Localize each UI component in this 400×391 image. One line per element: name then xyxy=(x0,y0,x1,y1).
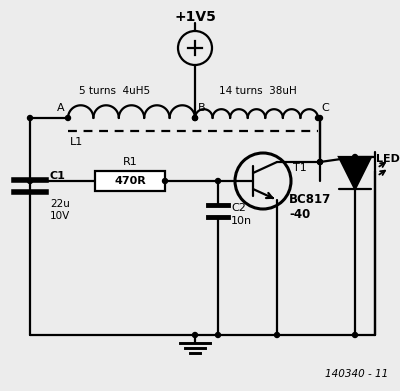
Polygon shape xyxy=(339,157,371,189)
Text: 5 turns  4uH5: 5 turns 4uH5 xyxy=(80,86,150,96)
Text: T1: T1 xyxy=(293,163,307,173)
Circle shape xyxy=(216,332,220,337)
Text: 470R: 470R xyxy=(114,176,146,186)
Text: R1: R1 xyxy=(123,157,137,167)
Text: C: C xyxy=(321,103,329,113)
Circle shape xyxy=(318,160,322,165)
Circle shape xyxy=(66,115,70,120)
Circle shape xyxy=(318,115,322,120)
Circle shape xyxy=(192,115,198,120)
Text: C2: C2 xyxy=(231,203,246,213)
Circle shape xyxy=(318,160,322,165)
Circle shape xyxy=(192,115,198,120)
Text: L1: L1 xyxy=(70,137,83,147)
Circle shape xyxy=(352,154,358,160)
Text: +1V5: +1V5 xyxy=(174,10,216,24)
Circle shape xyxy=(28,115,32,120)
Text: 14 turns  38uH: 14 turns 38uH xyxy=(219,86,297,96)
Circle shape xyxy=(316,115,320,120)
Circle shape xyxy=(274,332,280,337)
Text: 22u
10V: 22u 10V xyxy=(50,199,70,221)
Circle shape xyxy=(162,179,168,183)
Circle shape xyxy=(192,332,198,337)
Text: 10n: 10n xyxy=(231,216,252,226)
Text: A: A xyxy=(57,103,65,113)
Text: BC817
-40: BC817 -40 xyxy=(289,193,331,221)
Text: B: B xyxy=(198,103,206,113)
Circle shape xyxy=(28,179,32,183)
Circle shape xyxy=(216,179,220,183)
Circle shape xyxy=(352,332,358,337)
Text: C1: C1 xyxy=(50,171,66,181)
Bar xyxy=(95,171,165,191)
Text: LED1: LED1 xyxy=(376,154,400,164)
Text: 140340 - 11: 140340 - 11 xyxy=(325,369,388,379)
